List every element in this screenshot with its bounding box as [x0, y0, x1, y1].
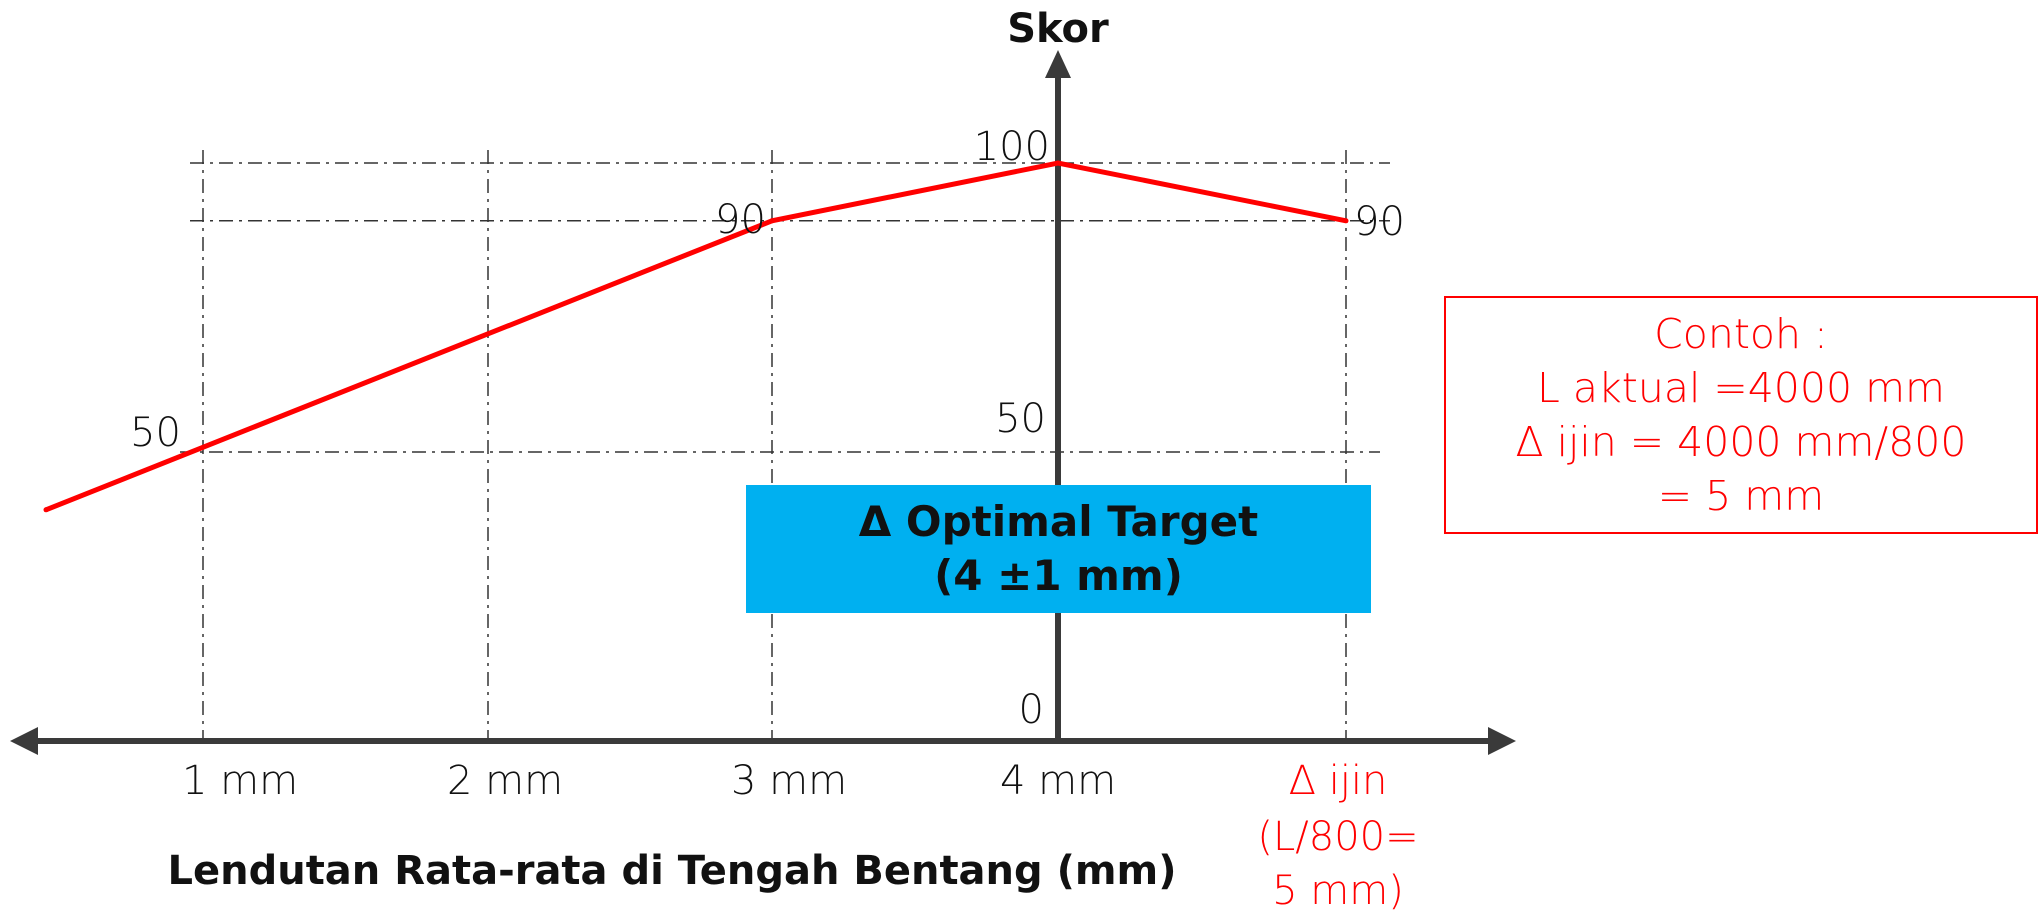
example-line-4: = 5 mm: [1657, 472, 1825, 520]
optimal-target-range: (4 ±1 mm): [934, 551, 1183, 600]
x-tick-label-2mm: 2 mm: [447, 758, 563, 804]
x-tick-label-ijin-line3: 5 mm): [1272, 868, 1404, 912]
series-layer: [43, 160, 1349, 513]
x-axis-left-arrow: [10, 727, 38, 755]
y-axis-title: Skor: [1007, 6, 1109, 52]
point-label-ijin: 90: [1354, 199, 1405, 245]
score-point-3: [1055, 160, 1061, 166]
point-label-3mm: 90: [715, 197, 766, 243]
y-tick-label-100: 100: [974, 124, 1050, 170]
example-line-1: Contoh :: [1654, 310, 1828, 358]
x-axis-title: Lendutan Rata-rata di Tengah Bentang (mm…: [167, 848, 1176, 894]
example-line-2: L aktual =4000 mm: [1537, 364, 1945, 412]
score-point-4: [1343, 218, 1349, 224]
x-tick-label-ijin-line1: Δ ijin: [1289, 758, 1388, 804]
example-line-3: Δ ijin = 4000 mm/800: [1515, 418, 1967, 466]
axes: [10, 50, 1516, 755]
x-tick-label-3mm: 3 mm: [731, 758, 847, 804]
y-tick-label-50: 50: [995, 396, 1046, 442]
x-axis-right-arrow: [1488, 727, 1516, 755]
x-tick-label-ijin-line2: (L/800=: [1257, 814, 1418, 860]
grid-lines: [180, 150, 1390, 741]
labels-layer: Skor Lendutan Rata-rata di Tengah Bentan…: [130, 6, 1419, 912]
point-label-start: 50: [130, 410, 181, 456]
score-point-1: [43, 507, 49, 513]
y-axis-arrow: [1045, 50, 1071, 78]
score-point-2: [769, 218, 775, 224]
optimal-target-title: Δ Optimal Target: [858, 497, 1259, 546]
optimal-target-box: Δ Optimal Target (4 ±1 mm): [746, 485, 1371, 613]
example-calculation-box: Contoh : L aktual =4000 mm Δ ijin = 4000…: [1444, 296, 2038, 534]
x-tick-label-1mm: 1 mm: [182, 758, 298, 804]
x-tick-label-4mm: 4 mm: [1000, 758, 1116, 804]
y-tick-label-0: 0: [1019, 687, 1044, 733]
score-line: [45, 160, 1347, 513]
